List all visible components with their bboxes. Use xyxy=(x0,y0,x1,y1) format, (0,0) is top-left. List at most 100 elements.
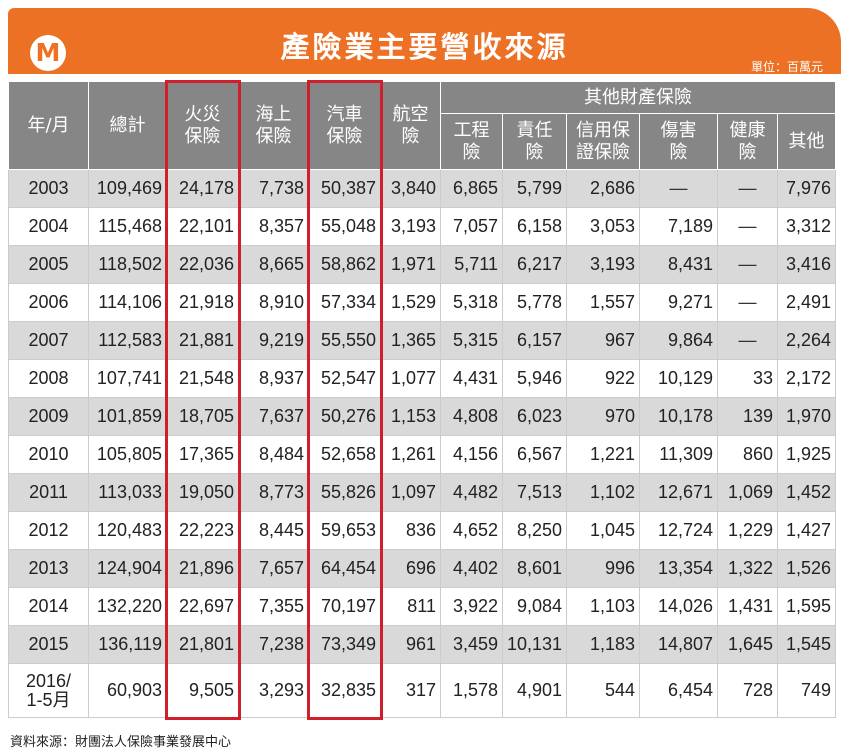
table-cell: 1,045 xyxy=(566,511,640,550)
table-cell: 21,881 xyxy=(166,321,239,360)
table-cell: 836 xyxy=(380,511,441,550)
table-cell: 967 xyxy=(566,321,640,360)
table-cell: 1,529 xyxy=(380,283,441,322)
table-cell: — xyxy=(717,245,778,284)
table-body: 2003 109,469 24,178 7,738 50,387 3,840 6,865 5,… xyxy=(8,169,837,718)
table-cell: 12,671 xyxy=(639,473,718,512)
table-cell: 2,686 xyxy=(566,169,640,208)
table-cell: 22,101 xyxy=(166,207,239,246)
table-cell: 10,129 xyxy=(639,359,718,398)
table-cell: 970 xyxy=(566,397,640,436)
table-cell: 33 xyxy=(717,359,778,398)
year-cell: 2007 xyxy=(8,321,89,360)
table-cell: 10,178 xyxy=(639,397,718,436)
table-cell: 4,156 xyxy=(440,435,503,474)
table-cell: — xyxy=(717,207,778,246)
table-cell: — xyxy=(717,321,778,360)
table-cell: 9,219 xyxy=(238,321,309,360)
table-cell: 4,652 xyxy=(440,511,503,550)
year-cell: 2012 xyxy=(8,511,89,550)
table-cell: 12,724 xyxy=(639,511,718,550)
table-cell: 24,178 xyxy=(166,169,239,208)
column-header: 其他 xyxy=(776,113,837,170)
table-cell: 4,431 xyxy=(440,359,503,398)
table-cell: 1,595 xyxy=(776,587,837,626)
table-cell: 5,315 xyxy=(440,321,503,360)
table-cell: 1,103 xyxy=(566,587,640,626)
table-cell: 6,217 xyxy=(502,245,567,284)
year-cell: 2003 xyxy=(8,169,89,208)
table-cell: 21,918 xyxy=(166,283,239,322)
page-title: 產險業主要營收來源 xyxy=(280,30,569,64)
column-header: 火災 保險 xyxy=(166,81,239,170)
table-cell: 2,264 xyxy=(776,321,837,360)
table-cell: 113,033 xyxy=(88,473,167,512)
table-cell: 1,183 xyxy=(566,625,640,664)
table-cell: 1,365 xyxy=(380,321,441,360)
table-cell: 8,484 xyxy=(238,435,309,474)
year-cell: 2011 xyxy=(8,473,89,512)
table-cell: 3,312 xyxy=(776,207,837,246)
table-row: 2007 112,583 21,881 9,219 55,550 1,365 5,315 6,… xyxy=(8,321,837,360)
table-cell: 139 xyxy=(717,397,778,436)
table-cell: 5,799 xyxy=(502,169,567,208)
year-cell: 2016/ 1-5月 xyxy=(8,663,89,718)
table-cell: 7,637 xyxy=(238,397,309,436)
table-cell: 9,084 xyxy=(502,587,567,626)
table-cell: 3,459 xyxy=(440,625,503,664)
table-row: 2009 101,859 18,705 7,637 50,276 1,153 4,808 6,… xyxy=(8,397,837,436)
table-row: 2004 115,468 22,101 8,357 55,048 3,193 7,057 6,… xyxy=(8,207,837,246)
table-cell: 7,057 xyxy=(440,207,503,246)
year-cell: 2010 xyxy=(8,435,89,474)
table-cell: 6,157 xyxy=(502,321,567,360)
table-cell: 2,172 xyxy=(776,359,837,398)
table-row: 2015 136,119 21,801 7,238 73,349 961 3,459 10,1… xyxy=(8,625,837,664)
unit-label: 單位：百萬元 xyxy=(750,60,823,74)
table-cell: — xyxy=(717,283,778,322)
table-cell: 3,193 xyxy=(566,245,640,284)
table-row: 2006 114,106 21,918 8,910 57,334 1,529 5,318 5,… xyxy=(8,283,837,322)
table-cell: 1,102 xyxy=(566,473,640,512)
table-cell: 50,276 xyxy=(308,397,381,436)
table-cell: 544 xyxy=(566,663,640,718)
table-row: 2010 105,805 17,365 8,484 52,658 1,261 4,156 6,… xyxy=(8,435,837,474)
table-cell: 115,468 xyxy=(88,207,167,246)
table-cell: 1,069 xyxy=(717,473,778,512)
table-cell: 1,971 xyxy=(380,245,441,284)
table-cell: 21,801 xyxy=(166,625,239,664)
table-cell: 9,864 xyxy=(639,321,718,360)
table-cell: 57,334 xyxy=(308,283,381,322)
table-cell: 7,738 xyxy=(238,169,309,208)
table-cell: 6,023 xyxy=(502,397,567,436)
table-cell: 17,365 xyxy=(166,435,239,474)
table-cell: 728 xyxy=(717,663,778,718)
table-cell: 317 xyxy=(380,663,441,718)
year-cell: 2014 xyxy=(8,587,89,626)
table-cell: 996 xyxy=(566,549,640,588)
column-header: 傷害 險 xyxy=(639,113,718,170)
table-cell: 60,903 xyxy=(88,663,167,718)
table-cell: 21,548 xyxy=(166,359,239,398)
auto-insurance-highlight-box xyxy=(306,79,383,720)
table-cell: 3,416 xyxy=(776,245,837,284)
table-cell: 101,859 xyxy=(88,397,167,436)
table-cell: 8,937 xyxy=(238,359,309,398)
table-cell: 1,645 xyxy=(717,625,778,664)
table-cell: 5,318 xyxy=(440,283,503,322)
table-cell: 1,970 xyxy=(776,397,837,436)
table-cell: 105,805 xyxy=(88,435,167,474)
table-cell: 696 xyxy=(380,549,441,588)
year-cell: 2006 xyxy=(8,283,89,322)
table-cell: 860 xyxy=(717,435,778,474)
table-cell: 811 xyxy=(380,587,441,626)
table-row: 2011 113,033 19,050 8,773 55,826 1,097 4,482 7,… xyxy=(8,473,837,512)
table-cell: 112,583 xyxy=(88,321,167,360)
table-cell: 7,657 xyxy=(238,549,309,588)
column-header: 健康 險 xyxy=(717,113,778,170)
table-cell: 132,220 xyxy=(88,587,167,626)
table-cell: 1,097 xyxy=(380,473,441,512)
table-cell: 14,807 xyxy=(639,625,718,664)
table-cell: 107,741 xyxy=(88,359,167,398)
column-header: 責任 險 xyxy=(502,113,567,170)
table-cell: 14,026 xyxy=(639,587,718,626)
